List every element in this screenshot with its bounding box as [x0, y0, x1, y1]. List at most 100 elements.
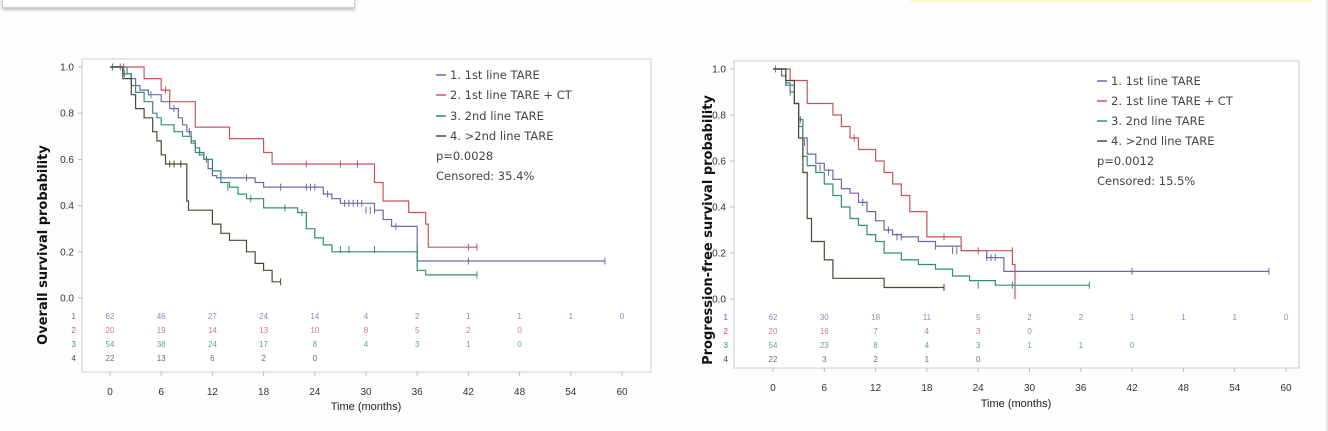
risk-count: 18 [871, 313, 880, 322]
y-tick-label: 1.0 [60, 63, 74, 74]
risk-row-label: 2 [72, 326, 77, 335]
risk-count: 22 [106, 354, 115, 363]
censored-pct: Censored: 35.4% [436, 169, 534, 183]
risk-count: 5 [415, 326, 420, 335]
risk-count: 5 [976, 313, 981, 322]
x-tick-label: 6 [822, 383, 828, 394]
risk-count: 4 [364, 340, 369, 349]
risk-row-label: 4 [72, 354, 77, 363]
risk-count: 1 [1079, 341, 1084, 350]
risk-count: 2 [261, 354, 266, 363]
y-axis-title: Progression-free survival probability [701, 95, 716, 365]
y-tick-label: 0.4 [712, 203, 726, 214]
risk-count: 17 [259, 340, 268, 349]
p-value: p=0.0012 [1097, 154, 1154, 168]
risk-count: 1 [1130, 313, 1135, 322]
risk-count: 38 [157, 340, 166, 349]
legend-entry-2: 2. 1st line TARE + CT [450, 88, 573, 102]
x-tick-label: 48 [514, 387, 526, 398]
risk-count: 1 [1027, 341, 1032, 350]
risk-count: 22 [769, 355, 778, 364]
risk-count: 16 [820, 327, 829, 336]
risk-count: 8 [873, 341, 878, 350]
risk-count: 8 [313, 340, 318, 349]
y-tick-label: 0.8 [60, 109, 74, 120]
km-curve-series-3 [110, 66, 477, 276]
risk-row-label: 1 [72, 312, 77, 321]
risk-count: 46 [157, 312, 166, 321]
risk-count: 2 [415, 312, 420, 321]
risk-count: 0 [1027, 327, 1032, 336]
risk-row-label: 2 [724, 327, 729, 336]
x-axis-title: Time (months) [331, 401, 402, 413]
risk-count: 3 [976, 341, 981, 350]
x-axis-title: Time (months) [981, 398, 1052, 410]
km-curve-series-2 [110, 66, 477, 248]
y-tick-label: 0.4 [60, 201, 74, 212]
p-value: p=0.0028 [436, 149, 493, 163]
risk-count: 3 [415, 340, 420, 349]
top-card [2, 0, 355, 8]
x-tick-label: 36 [1075, 383, 1087, 394]
y-axis-title: Overall survival probability [36, 145, 51, 345]
risk-count: 14 [310, 312, 319, 321]
legend-entry-2: 2. 1st line TARE + CT [1111, 94, 1234, 108]
risk-count: 1 [925, 355, 930, 364]
plot-frame [81, 58, 652, 373]
x-tick-label: 42 [463, 387, 475, 398]
risk-count: 0 [976, 355, 981, 364]
y-tick-label: 0.6 [60, 155, 74, 166]
risk-count: 30 [820, 313, 829, 322]
risk-count: 1 [517, 312, 522, 321]
risk-count: 2 [1027, 313, 1032, 322]
x-tick-label: 12 [870, 383, 882, 394]
risk-count: 10 [310, 326, 319, 335]
legend-entry-3: 3. 2nd line TARE [1111, 114, 1205, 128]
x-tick-label: 0 [770, 383, 776, 394]
highlight-strip [910, 0, 1312, 3]
x-tick-label: 30 [360, 387, 372, 398]
y-tick-label: 0.6 [712, 157, 726, 168]
risk-count: 20 [769, 327, 778, 336]
risk-count: 1 [1181, 313, 1186, 322]
risk-count: 24 [259, 312, 268, 321]
risk-count: 2 [466, 326, 471, 335]
risk-count: 2 [873, 355, 878, 364]
risk-count: 13 [259, 326, 268, 335]
overall-survival-chart: Overall survival probability Time (month… [36, 58, 652, 413]
x-tick-label: 36 [412, 387, 424, 398]
risk-count: 0 [517, 340, 522, 349]
risk-count: 1 [466, 340, 471, 349]
legend-entry-1: 1. 1st line TARE [1111, 74, 1201, 88]
risk-count: 14 [208, 326, 217, 335]
risk-row-label: 4 [724, 355, 729, 364]
censored-pct: Censored: 15.5% [1097, 174, 1195, 188]
risk-count: 24 [208, 340, 217, 349]
x-tick-label: 18 [258, 387, 270, 398]
y-tick-label: 0.2 [712, 249, 726, 260]
km-curve-series-1 [110, 66, 605, 262]
risk-count: 62 [106, 312, 115, 321]
risk-row-label: 1 [724, 313, 729, 322]
x-tick-label: 0 [107, 387, 113, 398]
progression-free-survival-chart: Progression-free survival probability Ti… [701, 60, 1300, 410]
km-curve-series-2 [773, 68, 1016, 299]
risk-count: 8 [364, 326, 369, 335]
risk-count: 62 [769, 313, 778, 322]
risk-count: 54 [769, 341, 778, 350]
risk-count: 3 [976, 327, 981, 336]
x-tick-label: 24 [973, 383, 985, 394]
x-tick-label: 54 [565, 387, 577, 398]
risk-count: 0 [1284, 313, 1289, 322]
legend-entry-4: 4. >2nd line TARE [450, 129, 554, 143]
legend-entry-3: 3. 2nd line TARE [450, 109, 544, 123]
risk-count: 1 [1232, 313, 1237, 322]
legend-entry-1: 1. 1st line TARE [450, 68, 540, 82]
y-tick-label: 1.0 [712, 65, 726, 76]
risk-count: 4 [364, 312, 369, 321]
risk-count: 6 [210, 354, 215, 363]
scrollbar-edge [1326, 0, 1328, 431]
x-tick-label: 42 [1127, 383, 1139, 394]
x-tick-label: 30 [1024, 383, 1036, 394]
km-curve-series-4 [110, 66, 281, 283]
